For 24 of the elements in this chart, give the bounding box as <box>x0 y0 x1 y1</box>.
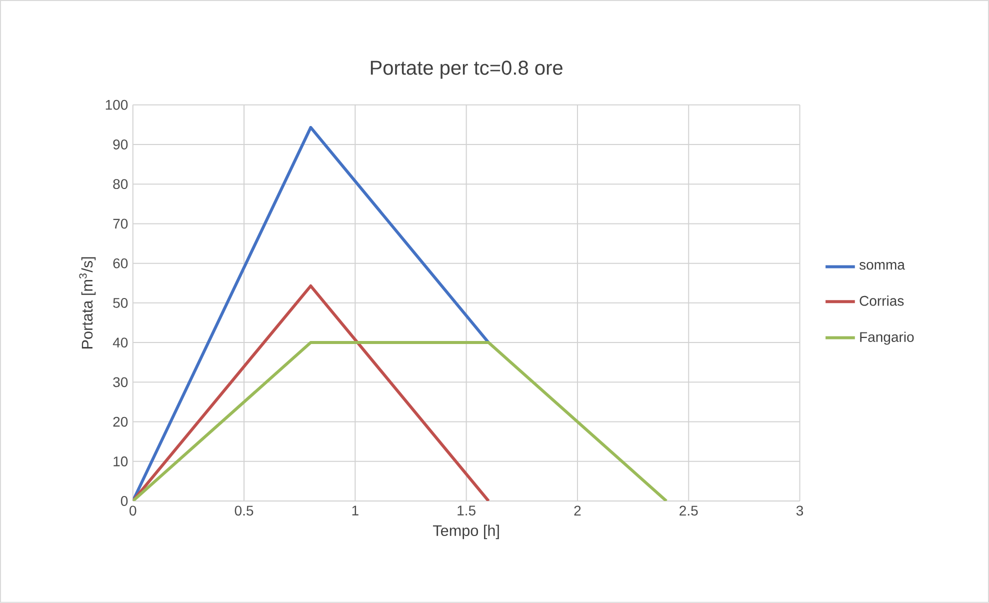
legend-label: Fangario <box>860 332 914 345</box>
y-tick-label: 10 <box>114 456 128 466</box>
y-tick-label: 30 <box>113 377 128 388</box>
y-axis-title: Portata [m$^{3}$/s] <box>79 257 96 349</box>
y-tick-label: 40 <box>112 338 128 348</box>
y-tick-label: 100 <box>106 100 128 110</box>
y-tick-label: 70 <box>113 218 128 229</box>
y-tick-label: 80 <box>113 179 128 190</box>
x-tick-label: 1.5 <box>458 506 476 516</box>
x-axis-title: Tempo [h] <box>432 524 499 540</box>
y-tick-label: 20 <box>113 416 128 427</box>
x-tick-label: 2.5 <box>680 506 698 516</box>
y-tick-label: 50 <box>113 298 128 308</box>
x-tick-label: 0 <box>130 506 136 516</box>
x-tick-label: 1 <box>352 506 358 516</box>
x-tick-label: 0.5 <box>234 506 254 516</box>
y-tick-label: 90 <box>113 140 128 150</box>
legend-label: somma <box>859 262 905 270</box>
x-tick-label: 3 <box>796 506 804 516</box>
y-tick-label: 0 <box>120 496 128 506</box>
x-tick-label: 2 <box>574 506 581 516</box>
y-tick-label: 60 <box>113 258 128 268</box>
chart-title: Portate per tc=0.8 ore <box>370 60 562 79</box>
legend-label: Corrias <box>860 296 904 306</box>
